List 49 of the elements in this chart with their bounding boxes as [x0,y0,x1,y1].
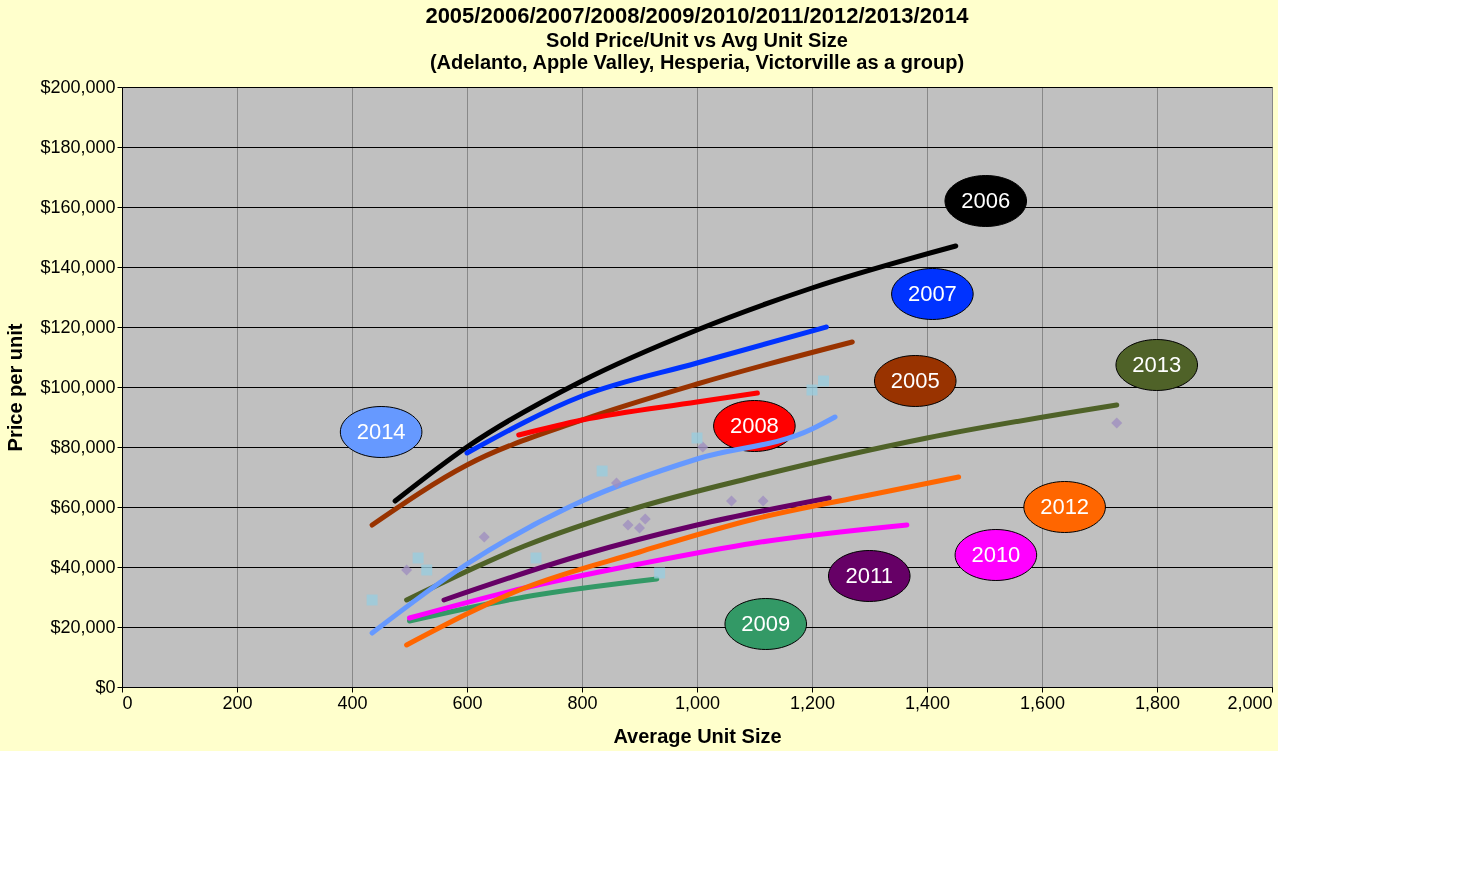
x-tick-label: 1,800 [1134,692,1181,713]
y-tick-label: $200,000 [40,76,116,97]
x-tick-label: 800 [567,692,598,713]
y-tick-label: $180,000 [40,136,116,157]
x-tick-label: 600 [452,692,483,713]
y-tick-label: $100,000 [40,376,116,397]
point [818,375,829,387]
series-label: 2006 [961,188,1011,213]
y-tick-label: $0 [95,676,116,697]
x-axis-title: Average Unit Size [613,724,782,747]
text: 2007 [907,281,957,306]
text: 2014 [356,419,406,444]
y-tick-label: $60,000 [50,496,116,517]
y-axis-title: Price per unit [4,323,27,452]
point [654,567,666,579]
point [757,495,769,507]
x-tick-label: 1,400 [904,692,951,713]
text: 2010 [971,542,1021,567]
x-tick-label: 200 [222,692,253,713]
x-tick-label: 400 [337,692,368,713]
x-tick-label: 1,600 [1019,692,1066,713]
text: 2012 [1040,494,1090,519]
y-tick-label: $140,000 [40,256,116,277]
series-label: 2008 [729,413,779,438]
text: 2005 [890,368,940,393]
chart-subtitle: Sold Price/Unit vs Avg Unit Size (Adelanto, Apple Valley, Hesperia, Victorville as a group) [429,29,965,73]
y-tick-label: $160,000 [40,196,116,217]
point [596,465,608,477]
point [622,519,634,531]
x-tick-label: 1,200 [789,692,836,713]
point [639,513,651,525]
y-tick-label: $40,000 [50,556,116,577]
point [421,564,433,576]
text: 2011 [845,563,893,588]
x-tick-label: 0 [122,692,133,713]
chart-title: 2005/2006/2007/2008/2009/2010/2011/2012/2013/2014 [425,3,970,28]
point [1111,417,1123,429]
point [366,594,378,606]
y-tick-label: $80,000 [50,436,116,457]
series-label: 2013 [1132,352,1182,377]
y-tick-label: $20,000 [50,616,116,637]
x-tick-label: 2,000 [1227,692,1273,713]
point [478,531,490,543]
y-tick-label: $120,000 [40,316,116,337]
x-tick-label: 1,000 [674,692,721,713]
text: 2009 [741,611,791,636]
point [697,441,709,453]
point [412,552,424,564]
point [401,564,413,576]
